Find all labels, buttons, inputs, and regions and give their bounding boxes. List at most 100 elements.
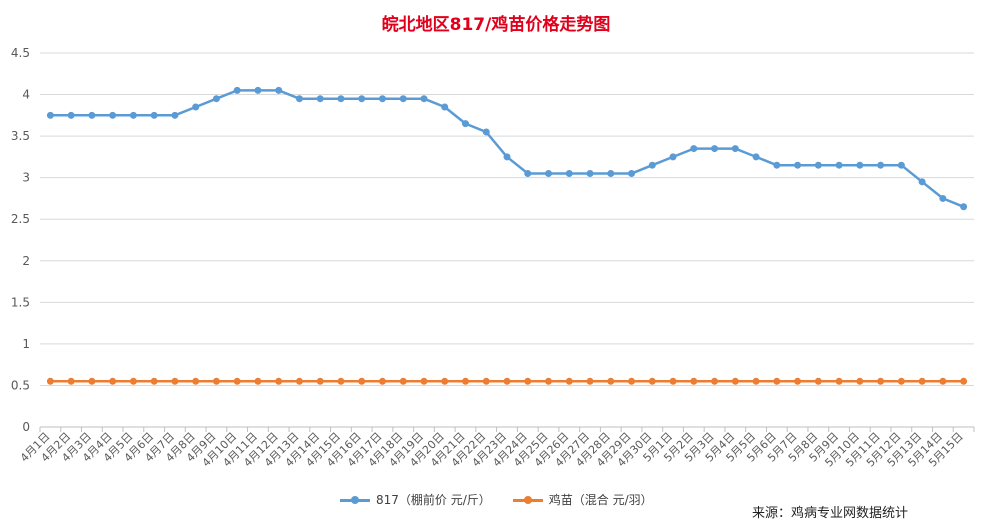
data-point-s0-22	[503, 153, 511, 161]
data-point-s0-16	[378, 95, 386, 103]
data-point-s0-31	[690, 145, 698, 153]
data-point-s0-15	[358, 95, 366, 103]
data-point-s0-20	[461, 120, 469, 128]
data-point-s0-3	[109, 111, 117, 119]
data-point-s1-28	[628, 377, 636, 385]
data-point-s0-24	[545, 170, 553, 178]
data-point-s1-11	[275, 377, 283, 385]
data-point-s0-38	[835, 161, 843, 169]
data-point-s1-3	[109, 377, 117, 385]
legend-swatch-chick	[512, 494, 543, 506]
data-point-s0-35	[773, 161, 781, 169]
data-point-s1-16	[378, 377, 386, 385]
data-point-s1-38	[835, 377, 843, 385]
data-point-s0-0	[46, 111, 54, 119]
data-point-s1-32	[711, 377, 719, 385]
data-point-s0-5	[150, 111, 158, 119]
chart-legend: 817（棚前价 元/斤） 鸡苗（混合 元/羽）	[340, 491, 653, 508]
data-point-s0-28	[628, 170, 636, 178]
data-point-s0-21	[482, 128, 490, 136]
data-point-s1-27	[607, 377, 615, 385]
data-point-s0-12	[295, 95, 303, 103]
data-point-s0-32	[711, 145, 719, 153]
data-point-s1-8	[212, 377, 220, 385]
data-point-s0-26	[586, 170, 594, 178]
data-point-s0-29	[648, 161, 656, 169]
data-point-s0-11	[275, 86, 283, 94]
y-tick-label-8: 4	[22, 88, 30, 102]
data-point-s1-15	[358, 377, 366, 385]
y-tick-label-6: 3	[22, 171, 30, 185]
data-point-s0-18	[420, 95, 428, 103]
data-point-s1-0	[46, 377, 54, 385]
data-point-s1-31	[690, 377, 698, 385]
y-tick-label-7: 3.5	[11, 129, 30, 143]
data-point-s0-14	[337, 95, 345, 103]
data-point-s1-13	[316, 377, 324, 385]
data-point-s1-19	[441, 377, 449, 385]
data-point-s0-2	[88, 111, 96, 119]
data-point-s0-30	[669, 153, 677, 161]
data-point-s1-44	[960, 377, 968, 385]
legend-item-chick: 鸡苗（混合 元/羽）	[512, 491, 653, 508]
chart-title: 皖北地区817/鸡苗价格走势图	[381, 15, 611, 35]
data-point-s0-13	[316, 95, 324, 103]
data-point-s1-14	[337, 377, 345, 385]
data-point-s1-40	[877, 377, 885, 385]
data-point-s0-33	[731, 145, 739, 153]
data-point-s0-1	[67, 111, 75, 119]
data-point-s0-43	[939, 194, 947, 202]
data-point-s1-10	[254, 377, 262, 385]
data-point-s1-20	[461, 377, 469, 385]
legend-label-chick: 鸡苗（混合 元/羽）	[548, 493, 653, 507]
data-point-s1-26	[586, 377, 594, 385]
data-point-s1-1	[67, 377, 75, 385]
data-point-s1-29	[648, 377, 656, 385]
data-point-s1-5	[150, 377, 158, 385]
data-point-s0-23	[524, 170, 532, 178]
data-point-s1-39	[856, 377, 864, 385]
data-point-s0-7	[192, 103, 200, 111]
y-tick-label-4: 2	[22, 254, 30, 268]
data-point-s1-4	[129, 377, 137, 385]
data-point-s1-35	[773, 377, 781, 385]
data-point-s1-42	[918, 377, 926, 385]
data-point-s1-43	[939, 377, 947, 385]
data-point-s0-8	[212, 95, 220, 103]
data-point-s0-41	[897, 161, 905, 169]
data-point-s0-10	[254, 86, 262, 94]
data-point-s0-27	[607, 170, 615, 178]
data-point-s1-36	[794, 377, 802, 385]
y-tick-label-1: 0.5	[11, 378, 30, 392]
data-point-s1-34	[752, 377, 760, 385]
data-point-s0-4	[129, 111, 137, 119]
y-tick-label-9: 4.5	[11, 46, 30, 60]
data-point-s0-37	[814, 161, 822, 169]
data-point-s1-37	[814, 377, 822, 385]
data-point-s1-24	[545, 377, 553, 385]
data-point-s0-44	[960, 203, 968, 211]
data-point-s1-22	[503, 377, 511, 385]
data-point-s1-6	[171, 377, 179, 385]
data-point-s1-9	[233, 377, 241, 385]
legend-label-817: 817（棚前价 元/斤）	[376, 493, 491, 507]
data-point-s0-19	[441, 103, 449, 111]
data-point-s0-25	[565, 170, 573, 178]
data-point-s1-21	[482, 377, 490, 385]
data-point-s0-39	[856, 161, 864, 169]
legend-item-817: 817（棚前价 元/斤）	[340, 491, 491, 508]
y-tick-label-3: 1.5	[11, 295, 30, 309]
legend-swatch-817	[340, 494, 370, 506]
y-tick-label-2: 1	[22, 337, 30, 351]
data-point-s1-41	[897, 377, 905, 385]
data-point-s0-34	[752, 153, 760, 161]
data-point-s0-9	[233, 86, 241, 94]
data-point-s0-42	[918, 178, 926, 186]
data-point-s0-36	[794, 161, 802, 169]
data-point-s1-7	[192, 377, 200, 385]
data-point-s1-25	[565, 377, 573, 385]
data-point-s1-12	[295, 377, 303, 385]
data-point-s1-30	[669, 377, 677, 385]
